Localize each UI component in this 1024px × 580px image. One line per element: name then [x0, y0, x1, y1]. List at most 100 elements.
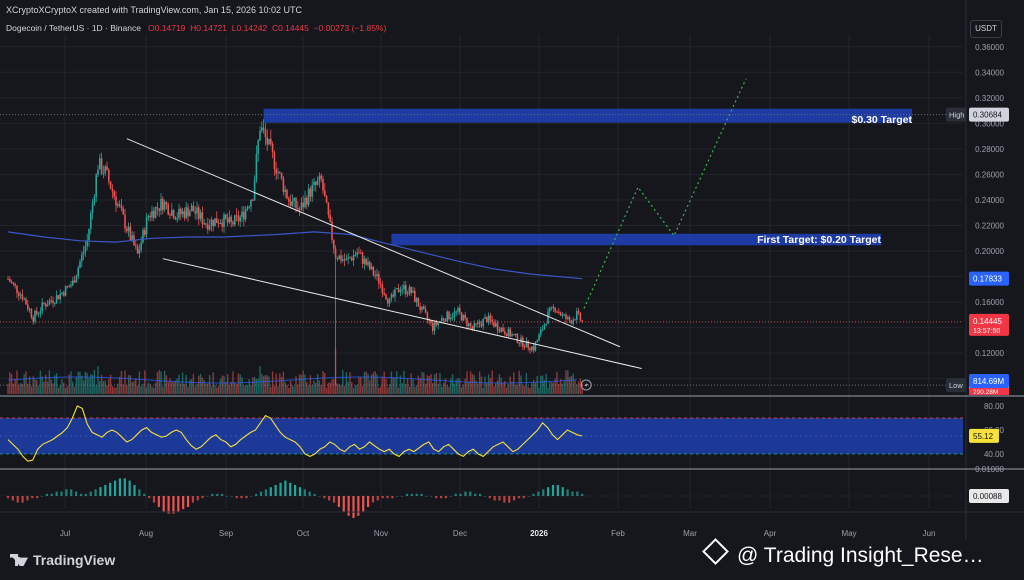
macd-bar — [40, 496, 44, 497]
volume-bar — [495, 382, 497, 394]
candle-body — [367, 261, 369, 265]
volume-bar — [79, 371, 81, 394]
candle-body — [234, 215, 236, 225]
volume-bar — [491, 370, 493, 394]
volume-bar — [291, 385, 294, 394]
candle-body — [329, 214, 331, 222]
candle-body — [579, 312, 582, 321]
volume-bar — [428, 376, 430, 394]
candle-body — [14, 283, 16, 286]
candle-body — [392, 294, 394, 297]
volume-bar — [567, 370, 569, 394]
volume-bar — [63, 382, 65, 394]
volume-bar — [577, 381, 580, 394]
macd-bar — [527, 496, 530, 497]
rsi-tick: 40.00 — [984, 450, 1005, 459]
candle-body — [547, 311, 549, 324]
candle-body — [381, 284, 384, 294]
candle-body — [169, 214, 171, 216]
volume-bar — [271, 371, 274, 394]
wedge-trendline — [126, 138, 621, 348]
candle-body — [261, 127, 263, 131]
candle-body — [210, 219, 213, 226]
macd-bar — [556, 485, 559, 496]
candle-body — [255, 153, 258, 180]
candle-body — [140, 242, 142, 250]
candle-body — [559, 312, 562, 316]
volume-bar — [286, 384, 288, 394]
change-value: −0.00273 (−1.85%) — [313, 23, 387, 33]
candle-body — [90, 213, 92, 229]
tradingview-logo[interactable]: TradingView — [10, 552, 115, 568]
macd-bar — [162, 496, 165, 512]
candle-body — [214, 218, 216, 227]
volume-bar — [153, 387, 155, 394]
volume-bar — [430, 374, 432, 394]
volume-bar — [509, 376, 511, 394]
volume-bar — [383, 371, 385, 394]
candle-body — [59, 293, 61, 300]
volume-bar — [468, 381, 470, 394]
volume-bar — [45, 374, 47, 394]
macd-bar — [79, 493, 83, 496]
candle-body — [315, 181, 317, 185]
volume-bar — [403, 370, 405, 394]
volume-bar — [16, 370, 18, 394]
volume-bar — [178, 374, 180, 394]
volume-bar — [109, 374, 112, 394]
candle-body — [489, 315, 492, 320]
volume-bar — [275, 373, 277, 394]
volume-bar — [367, 373, 369, 394]
volume-bar — [180, 383, 182, 394]
volume-bar — [401, 383, 403, 394]
candle-body — [154, 207, 157, 218]
rsi-tag: 55.12 — [973, 432, 994, 441]
candle-body — [9, 279, 11, 282]
candle-body — [21, 294, 24, 300]
candle-body — [419, 306, 421, 311]
volume-bar — [289, 380, 292, 394]
volume-bar — [54, 375, 56, 394]
volume-bar — [572, 373, 574, 394]
candle-body — [183, 211, 186, 218]
volume-bar — [547, 387, 549, 394]
volume-bar — [563, 380, 565, 394]
candle-body — [363, 258, 366, 264]
macd-bar — [410, 493, 413, 496]
candle-body — [199, 212, 202, 219]
candle-body — [91, 202, 94, 214]
volume-bar — [475, 380, 477, 394]
volume-bar — [279, 373, 281, 394]
candle-body — [331, 221, 333, 240]
candle-body — [396, 288, 398, 290]
macd-bar — [45, 493, 49, 496]
trading-chart[interactable]: Jul Aug Sep Oct Nov Dec 2026 Feb Mar Apr May Jun 0.3… — [0, 0, 1024, 540]
candle-body — [124, 214, 126, 229]
volume-bar — [451, 374, 454, 394]
volume-bar — [516, 384, 519, 394]
macd-bar — [561, 487, 564, 496]
candle-body — [64, 286, 67, 296]
volume-bar — [442, 382, 445, 394]
macd-bar — [332, 496, 336, 503]
candle-body — [228, 216, 231, 223]
candle-body — [464, 314, 466, 319]
volume-bar — [529, 387, 531, 394]
volume-bar — [482, 387, 484, 394]
macd-bar — [551, 485, 555, 496]
candle-body — [225, 214, 227, 219]
candle-body — [196, 207, 198, 214]
candle-body — [387, 299, 389, 304]
candle-body — [19, 294, 22, 296]
volume-bar — [259, 366, 261, 394]
candle-body — [174, 218, 177, 220]
macd-bar — [396, 496, 399, 497]
x-tick-label: Dec — [453, 529, 467, 538]
volume-bar — [374, 371, 376, 394]
currency-button[interactable]: USDT — [970, 20, 1002, 38]
candle-body — [385, 294, 387, 300]
volume-bar — [97, 366, 99, 394]
volume-bar — [460, 387, 463, 394]
candle-body — [113, 191, 115, 197]
macd-bar — [503, 496, 506, 503]
